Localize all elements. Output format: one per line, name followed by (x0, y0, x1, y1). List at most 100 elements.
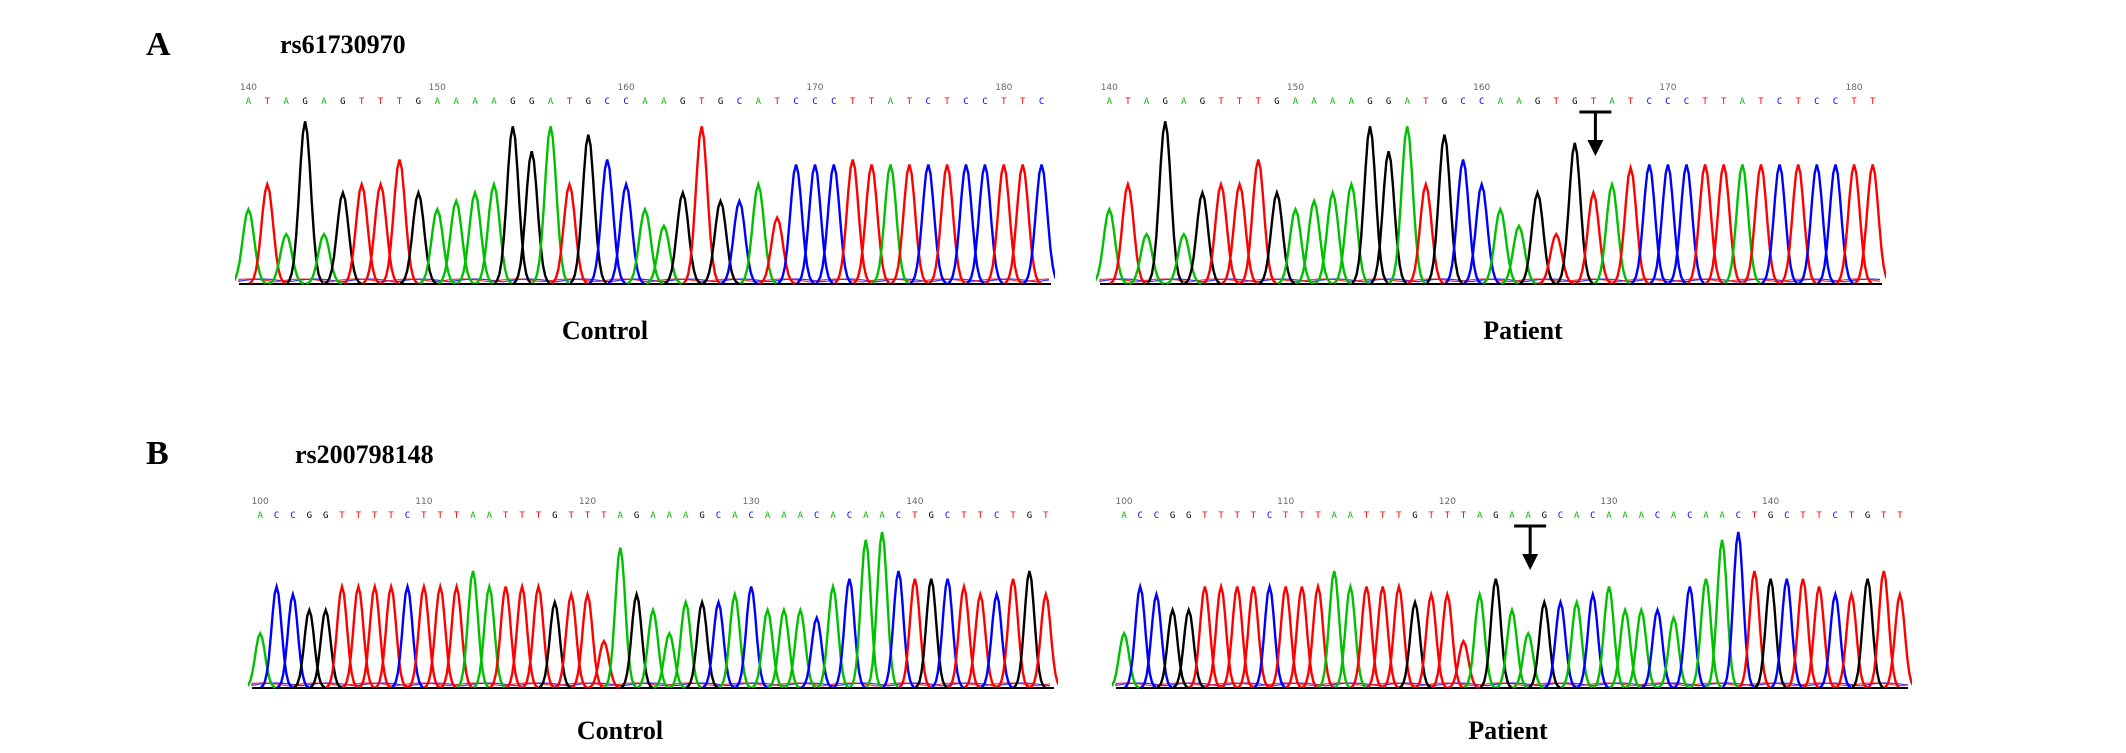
panel-b-letter: B (146, 435, 169, 472)
base-call-letter: C (1267, 511, 1272, 521)
trace-peak (734, 586, 768, 689)
trace-peak (1612, 163, 1650, 285)
base-call-letter: T (1591, 97, 1597, 107)
base-call-letter: G (1412, 511, 1417, 521)
base-call-letter: T (339, 511, 345, 521)
trace-peak (767, 606, 801, 689)
base-call-letter: C (1684, 97, 1689, 107)
trace-peak (898, 578, 932, 689)
base-call-letter: T (1396, 511, 1402, 521)
trace-peak (374, 581, 408, 689)
trace-peak (1258, 188, 1296, 285)
base-call-letter: A (472, 97, 478, 107)
trace-peak (1463, 589, 1496, 689)
index-tick-label: 120 (579, 497, 596, 507)
trace-peak (947, 581, 981, 689)
base-call-letter: T (912, 511, 918, 521)
base-call-letter: A (1525, 511, 1531, 521)
trace-peak (1779, 164, 1817, 285)
base-call-letter: G (340, 97, 345, 107)
base-call-letter: T (774, 97, 780, 107)
base-call-letter: G (1542, 511, 1547, 521)
trace-peak (964, 589, 997, 689)
trace-peak (1495, 606, 1529, 689)
trace-peak (1738, 570, 1771, 689)
index-tick-label: 140 (1101, 83, 1118, 93)
trace-peak (1407, 180, 1445, 285)
caption-a-patient: Patient (1483, 316, 1563, 345)
base-call-letter: T (1849, 511, 1855, 521)
trace-peak (1188, 586, 1222, 689)
base-call-letter: T (1380, 511, 1386, 521)
base-call-letter: A (879, 511, 885, 521)
caption-b-control: Control (576, 716, 664, 745)
base-call-letter: C (963, 97, 968, 107)
trace-peak (1382, 581, 1415, 689)
trace-peak (1128, 231, 1165, 285)
caption-b-patient: Patient (1468, 716, 1548, 745)
chromatogram-b-patient: 100 110 120 130 140 A C C G G T T T T C T T T A A T T T G T T T A G A… (1112, 496, 1912, 708)
base-call-letter: T (1800, 511, 1806, 521)
base-call-letter: T (1796, 97, 1802, 107)
trace-peak (399, 188, 437, 285)
base-call-letter: A (1330, 97, 1336, 107)
base-call-letter: A (1719, 511, 1725, 521)
base-call-letter: T (869, 97, 875, 107)
index-tick-label: 180 (995, 83, 1012, 93)
trace-peak (587, 638, 620, 689)
trace-peak (1332, 180, 1370, 285)
trace-peak (473, 581, 506, 689)
trace-peak (1334, 581, 1367, 689)
base-call-letter: T (1628, 97, 1634, 107)
trace-peak (1109, 180, 1147, 285)
trace-peak (1029, 589, 1058, 689)
base-call-letter: G (1274, 97, 1279, 107)
trace-peak (1415, 589, 1448, 689)
base-call-letter: T (265, 97, 271, 107)
index-tick-label: 100 (252, 497, 269, 507)
index-tick-label: 110 (1277, 497, 1294, 507)
base-call-letter: T (568, 511, 574, 521)
mutation-arrow-icon (1514, 524, 1547, 570)
base-call-letter: T (1553, 97, 1559, 107)
base-call-letter: G (510, 97, 515, 107)
trace-peak (1625, 606, 1658, 689)
index-tick-label: 170 (1659, 83, 1676, 93)
trace-peak (645, 223, 683, 285)
trace-peak (1754, 578, 1787, 689)
trace-peak (603, 547, 637, 688)
trace-peak (849, 539, 883, 688)
base-call-letter: C (1833, 97, 1838, 107)
base-call-letter: G (529, 97, 534, 107)
base-call-letter: A (661, 97, 667, 107)
trace-peak (1096, 206, 1128, 285)
trace-peak (1851, 578, 1884, 689)
trace-peak (1519, 188, 1556, 285)
trace-peak (276, 589, 310, 689)
base-call-letter: C (812, 97, 817, 107)
trace-peak (1742, 164, 1780, 285)
base-call-letter: T (1881, 511, 1887, 521)
index-tick-label: 150 (429, 83, 446, 93)
trace-peak (996, 578, 1030, 689)
base-call-letter: A (548, 97, 554, 107)
base-call-letter: T (1870, 97, 1876, 107)
index-tick-label: 120 (1439, 497, 1456, 507)
panel-b-snp-id: rs200798148 (295, 440, 434, 469)
index-tick-label: 160 (1473, 83, 1490, 93)
trace-peak (800, 614, 833, 689)
trace-peak (361, 180, 400, 285)
trace-peak (1544, 597, 1577, 689)
trace-peak (1285, 586, 1318, 689)
base-call-letter: A (830, 511, 836, 521)
trace-peak (235, 206, 267, 285)
base-call-letter: A (491, 97, 497, 107)
base-call-letter: T (454, 511, 460, 521)
base-call-letter: A (798, 511, 804, 521)
trace-peak (909, 164, 947, 285)
trace-peak (1673, 586, 1706, 689)
trace-peak (358, 581, 392, 689)
base-call-letter: G (1865, 511, 1870, 521)
trace-peak (1538, 231, 1575, 285)
base-call-letter: A (1107, 97, 1113, 107)
